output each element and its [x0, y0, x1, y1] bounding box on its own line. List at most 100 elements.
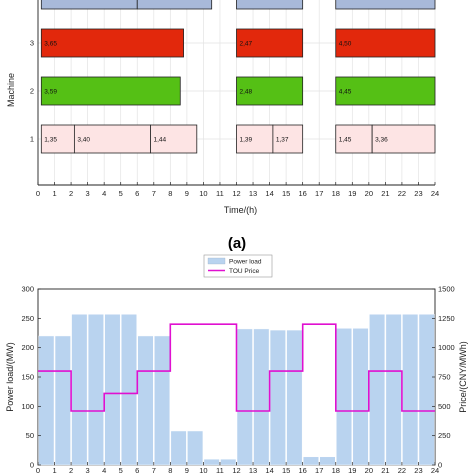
gantt-task-bar	[40, 76, 181, 106]
gantt-task-label: 1,37	[276, 137, 289, 144]
gantt-machine-tick: 2	[30, 87, 34, 96]
load-y-tick-label: 150	[21, 373, 34, 382]
power-load-bar	[120, 313, 138, 466]
power-load-bar	[369, 313, 386, 466]
load-x-tick-label: 13	[249, 466, 257, 474]
gantt-task-label: 1,45	[339, 137, 352, 144]
gantt-task-label: 3,40	[77, 137, 90, 144]
load-x-tick-label: 19	[348, 466, 356, 474]
gantt-x-tick-label: 12	[232, 189, 240, 198]
load-y-tick-label: 250	[21, 314, 34, 323]
power-load-bar	[38, 335, 55, 466]
gantt-task-bar	[236, 124, 274, 154]
legend-label-load: Power load	[229, 259, 262, 266]
power-load-bar	[137, 335, 154, 466]
gantt-task-label: 4,50	[339, 41, 352, 48]
gantt-task-label: 4,45	[339, 89, 352, 96]
gantt-x-tick-label: 24	[431, 189, 439, 198]
power-load-bar	[352, 328, 369, 466]
power-load-bar	[319, 456, 336, 466]
load-x-tick-label: 7	[152, 466, 156, 474]
gantt-x-tick-label: 22	[398, 189, 406, 198]
load-y-tick-label: 0	[30, 461, 34, 470]
gantt-machine-tick: 3	[30, 39, 34, 48]
gantt-task-bar	[371, 124, 436, 154]
power-load-bar	[154, 335, 171, 466]
gantt-task-bar	[272, 124, 304, 154]
gantt-task-bar	[73, 124, 151, 154]
load-x-tick-label: 2	[69, 466, 73, 474]
power-load-bar	[253, 328, 270, 466]
power-load-bar	[269, 329, 286, 466]
load-x-tick-label: 18	[332, 466, 340, 474]
gantt-x-tick-label: 7	[152, 189, 156, 198]
gantt-task-bar	[335, 28, 436, 58]
load-x-tick-label: 0	[36, 466, 40, 474]
gantt-x-tick-label: 14	[265, 189, 273, 198]
gantt-x-tick-label: 4	[102, 189, 106, 198]
gantt-x-tick-label: 21	[381, 189, 389, 198]
power-load-bar	[336, 328, 353, 466]
load-y-axis-label: Power load/(MW)	[5, 342, 15, 412]
load-x-tick-label: 9	[185, 466, 189, 474]
gantt-task-bar	[136, 0, 213, 10]
gantt-task-label: 3,59	[44, 89, 57, 96]
gantt-x-tick-label: 19	[348, 189, 356, 198]
gantt-task-bar	[335, 0, 436, 10]
power-load-bar	[187, 430, 204, 466]
gantt-x-tick-label: 15	[282, 189, 290, 198]
gantt-task-bar	[335, 124, 373, 154]
load-x-tick-label: 21	[381, 466, 389, 474]
legend-swatch-load	[207, 257, 226, 265]
power-load-bar	[236, 328, 253, 466]
gantt-x-tick-label: 6	[135, 189, 139, 198]
power-load-bar	[286, 329, 303, 466]
load-x-tick-label: 24	[431, 466, 439, 474]
power-load-bar	[170, 430, 187, 466]
legend: Power load TOU Price	[203, 254, 273, 278]
load-x-tick-label: 3	[86, 466, 90, 474]
power-load-bar	[87, 313, 104, 466]
load-x-tick-label: 10	[199, 466, 207, 474]
power-load-bar	[54, 335, 71, 466]
gantt-x-tick-label: 23	[414, 189, 422, 198]
price-y-tick-label: 500	[438, 402, 451, 411]
gantt-x-axis-label: Time/(h)	[224, 205, 257, 215]
load-y-tick-label: 100	[21, 402, 34, 411]
load-x-tick-label: 4	[102, 466, 106, 474]
gantt-task-bar	[236, 28, 304, 58]
gantt-x-tick-label: 10	[199, 189, 207, 198]
load-x-tick-label: 17	[315, 466, 323, 474]
gantt-x-tick-label: 16	[298, 189, 306, 198]
gantt-task-label: 2,47	[240, 41, 253, 48]
gantt-task-bar	[40, 124, 75, 154]
gantt-task-label: 3,65	[44, 41, 57, 48]
power-load-bar	[302, 456, 319, 466]
legend-label-price: TOU Price	[229, 268, 260, 275]
panel-label-a: (a)	[228, 235, 246, 252]
gantt-task-label: 1,35	[44, 137, 57, 144]
gantt-task-label: 1,39	[240, 137, 253, 144]
gantt-x-tick-label: 18	[332, 189, 340, 198]
gantt-x-tick-label: 1	[52, 189, 56, 198]
price-y-tick-label: 1250	[438, 314, 455, 323]
gantt-y-axis-label: Machine	[6, 73, 16, 107]
load-x-tick-label: 6	[135, 466, 139, 474]
gantt-x-tick-label: 8	[168, 189, 172, 198]
gantt-task-bar	[236, 0, 304, 10]
power-load-bar	[220, 458, 237, 466]
load-x-tick-label: 16	[298, 466, 306, 474]
gantt-x-tick-label: 17	[315, 189, 323, 198]
gantt-x-tick-label: 13	[249, 189, 257, 198]
gantt-task-bar	[40, 0, 138, 10]
gantt-x-tick-label: 20	[365, 189, 373, 198]
gantt-task-bar	[236, 76, 304, 106]
power-load-bar	[71, 313, 88, 466]
gantt-x-tick-label: 11	[216, 189, 224, 198]
price-y-tick-label: 0	[438, 461, 442, 470]
gantt-x-tick-label: 0	[36, 189, 40, 198]
gantt-task-bar	[150, 124, 198, 154]
load-x-tick-label: 8	[168, 466, 172, 474]
load-x-tick-label: 15	[282, 466, 290, 474]
